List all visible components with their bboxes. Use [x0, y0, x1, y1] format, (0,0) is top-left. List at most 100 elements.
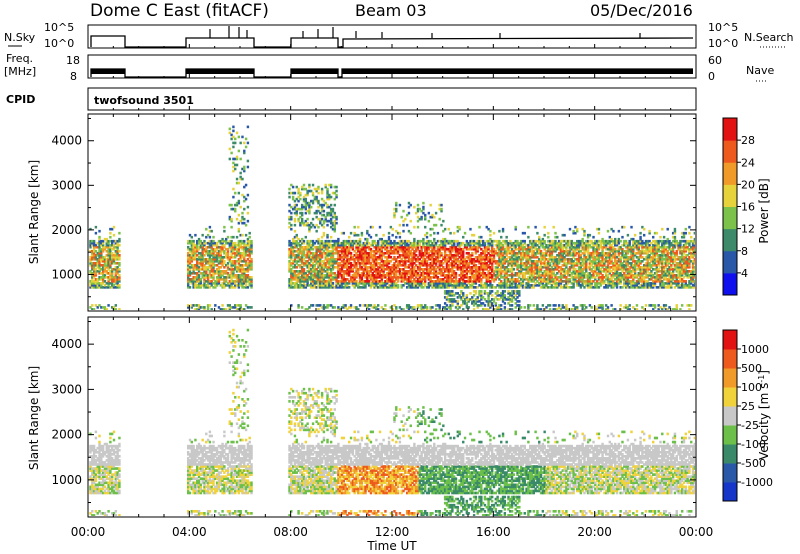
power-cell [329, 195, 333, 199]
power-cell [234, 247, 237, 251]
power-cell [536, 306, 539, 309]
power-cell [358, 304, 362, 307]
power-cell [462, 253, 465, 257]
power-cell [451, 239, 454, 243]
power-cell [434, 284, 438, 287]
power-cell [541, 284, 545, 287]
power-cell [456, 243, 460, 247]
power-cell [371, 278, 374, 281]
power-cell [243, 165, 246, 169]
power-cell [456, 282, 460, 285]
power-cell [328, 265, 331, 269]
power-cell [232, 282, 235, 285]
power-cell [360, 265, 364, 269]
power-cell [353, 257, 356, 261]
power-cell [490, 286, 494, 289]
power-cell [460, 276, 463, 279]
power-cell [501, 265, 505, 269]
power-cell [429, 203, 432, 207]
power-cell [503, 247, 507, 251]
power-cell [447, 292, 450, 295]
power-cell [480, 290, 483, 293]
power-cell [393, 249, 396, 253]
power-cell [538, 276, 541, 279]
power-cell [487, 263, 490, 267]
power-cell [92, 239, 96, 243]
power-cell [543, 278, 546, 281]
power-cell [554, 247, 557, 251]
power-cell [297, 191, 300, 195]
power-cell [246, 263, 250, 267]
power-cell [519, 253, 523, 257]
power-cell [329, 286, 333, 289]
nave-label: Nave [746, 64, 774, 77]
power-cell [420, 278, 423, 281]
power-cell [226, 263, 230, 267]
power-cell [431, 243, 434, 247]
power-cell [565, 280, 568, 283]
power-cell [498, 259, 501, 263]
power-cell [110, 267, 114, 271]
power-cell [478, 272, 481, 275]
power-cell [371, 263, 374, 267]
power-cell [414, 284, 418, 287]
power-cell [523, 247, 526, 251]
power-cell [201, 245, 204, 249]
power-cell [291, 249, 295, 253]
power-cell [460, 251, 463, 255]
power-cell [94, 255, 98, 259]
power-cell [230, 278, 233, 281]
power-cell [510, 263, 514, 267]
power-cell [433, 267, 436, 271]
power-cell [413, 278, 416, 281]
power-cell [215, 257, 219, 261]
power-cell [478, 261, 481, 265]
power-cell [107, 241, 110, 245]
power-cell [481, 272, 485, 275]
power-cell [519, 245, 523, 249]
power-cell [340, 243, 344, 247]
power-cell [561, 274, 564, 277]
power-cell [514, 282, 517, 285]
power-cell [297, 278, 300, 281]
power-cell [371, 282, 374, 285]
power-cell [543, 276, 546, 279]
power-cell [487, 302, 490, 305]
power-cell [532, 243, 536, 247]
power-cell [467, 278, 470, 281]
power-cell [306, 265, 309, 269]
power-cell [335, 265, 338, 269]
power-cell [411, 265, 414, 269]
power-cell [409, 245, 412, 249]
power-cell [480, 235, 483, 239]
power-cell [424, 278, 427, 281]
power-cell [315, 239, 318, 243]
power-cell [248, 231, 251, 235]
power-cell [548, 243, 552, 247]
power-cell [443, 251, 447, 255]
power-cell [210, 243, 213, 247]
power-cell [451, 241, 454, 245]
power-cell [395, 243, 398, 247]
power-cell [527, 259, 530, 263]
power-cell [333, 191, 336, 195]
power-cell [534, 261, 537, 265]
power-cell [492, 255, 496, 259]
power-cell [492, 274, 496, 277]
power-cell [221, 274, 224, 277]
power-cell [355, 253, 358, 257]
power-cell [407, 265, 411, 269]
power-cell [525, 249, 528, 253]
power-cell [485, 225, 488, 229]
power-cell [290, 278, 293, 281]
power-cell [447, 286, 450, 289]
power-cell [510, 265, 514, 269]
power-cell [556, 253, 559, 257]
power-cell [366, 306, 369, 309]
power-cell [214, 241, 217, 245]
power-cell [348, 241, 351, 245]
power-cell [474, 251, 478, 255]
power-cell [313, 286, 317, 289]
power-cell [335, 282, 338, 285]
power-cell [243, 263, 246, 267]
